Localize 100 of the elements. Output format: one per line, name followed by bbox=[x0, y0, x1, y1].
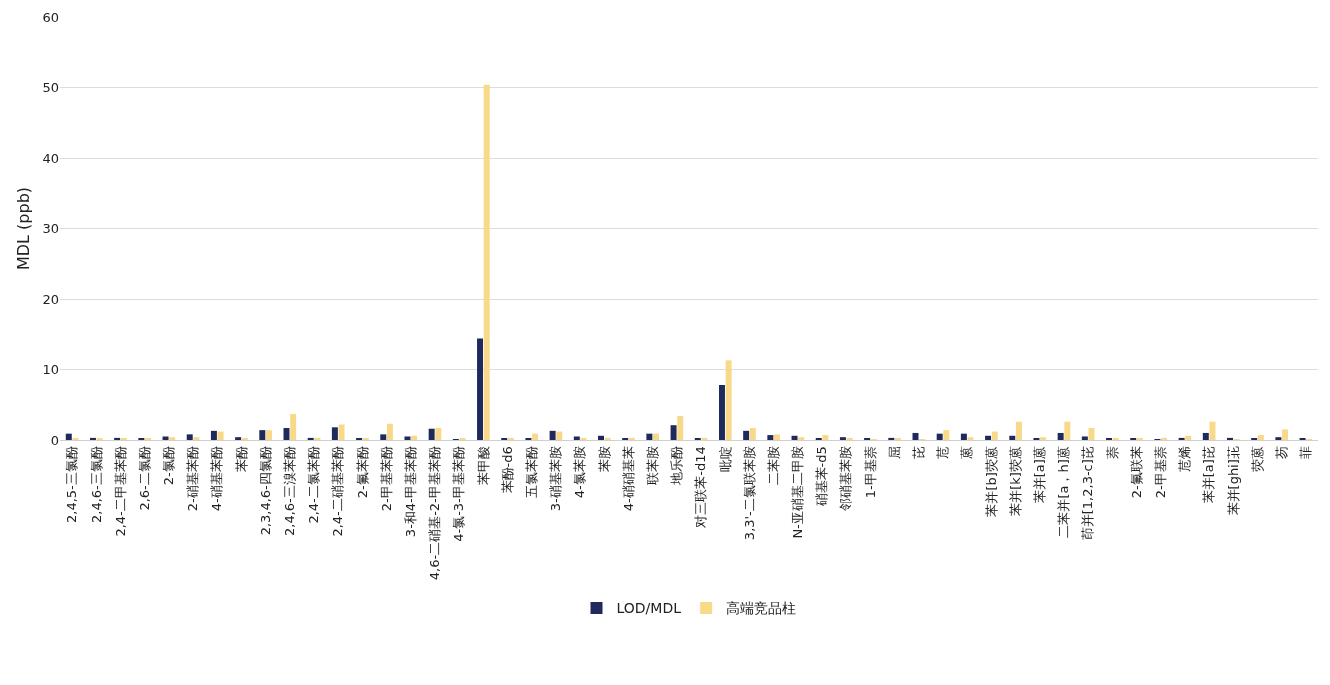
x-tick-label: 4-硝基苯酚 bbox=[209, 446, 225, 512]
x-tick-label: 2,6-二氯酚 bbox=[136, 446, 152, 511]
x-tick-label: 2-硝基苯酚 bbox=[185, 446, 201, 512]
bar bbox=[1178, 437, 1185, 440]
bar bbox=[386, 423, 393, 440]
bar bbox=[411, 435, 418, 440]
x-tick-label: 4-氯苯胺 bbox=[572, 446, 588, 499]
bar bbox=[1112, 437, 1119, 440]
bar bbox=[677, 416, 684, 440]
x-tick-label: 蒽 bbox=[959, 446, 975, 460]
bar bbox=[670, 425, 677, 440]
x-tick-label: 苯并[a]蒽 bbox=[1032, 446, 1048, 504]
x-tick-label: 2,3,4,6-四氯酚 bbox=[257, 446, 273, 536]
bar bbox=[1081, 436, 1088, 440]
x-tick-label: 联苯胺 bbox=[644, 446, 660, 486]
bar bbox=[888, 437, 895, 440]
x-tick-label: 对三联苯-d14 bbox=[693, 446, 709, 528]
x-tick-label: 吡啶 bbox=[717, 446, 733, 473]
bar bbox=[1257, 435, 1264, 440]
bar bbox=[991, 431, 998, 440]
x-tick-label: 4,6-二硝基-2-甲基苯酚 bbox=[427, 446, 443, 581]
y-tick-label: 10 bbox=[42, 362, 59, 378]
bar bbox=[380, 434, 387, 440]
bar bbox=[967, 437, 974, 440]
bar bbox=[774, 434, 780, 440]
bar bbox=[573, 436, 580, 440]
x-tick-label: 2-氟联苯 bbox=[1128, 446, 1144, 499]
bar bbox=[767, 435, 774, 440]
x-tick-label: 2,4-二硝基苯酚 bbox=[330, 446, 346, 537]
bar bbox=[628, 437, 635, 440]
bar bbox=[725, 360, 732, 440]
x-tick-label: 邻硝基苯胺 bbox=[838, 446, 854, 512]
x-tick-label: 屈 bbox=[886, 446, 902, 460]
bar bbox=[846, 437, 853, 440]
bar bbox=[217, 431, 224, 440]
bar bbox=[331, 427, 338, 440]
x-tick-label: 2-氯酚 bbox=[161, 446, 177, 486]
x-tick-label: 3,3'-二氯联苯胺 bbox=[741, 446, 757, 541]
bar bbox=[556, 431, 563, 440]
bar bbox=[749, 428, 756, 440]
bar bbox=[598, 435, 604, 440]
bar bbox=[1282, 429, 1289, 440]
y-tick-label: 20 bbox=[42, 291, 59, 307]
bar bbox=[1202, 432, 1209, 440]
x-tick-label: 硝基苯-d5 bbox=[814, 446, 830, 508]
bar bbox=[210, 430, 217, 440]
bar bbox=[307, 437, 314, 440]
bar bbox=[1227, 437, 1233, 440]
bar bbox=[338, 424, 345, 440]
x-tick-label: 3-和4-甲基苯酚 bbox=[403, 446, 419, 538]
bar bbox=[114, 437, 121, 440]
x-tick-label: 苯并[a]芘 bbox=[1201, 446, 1217, 504]
y-tick-label: 40 bbox=[42, 150, 59, 166]
x-tick-label: 芴 bbox=[1273, 446, 1289, 460]
bar bbox=[791, 435, 798, 440]
x-tick-label: 2,4-二氯苯酚 bbox=[306, 446, 322, 524]
bar bbox=[549, 430, 556, 440]
x-tick-label: 地乐酚 bbox=[669, 446, 685, 487]
bar bbox=[404, 436, 411, 440]
bar bbox=[477, 338, 484, 440]
x-tick-label: 苯酚-d6 bbox=[499, 446, 515, 494]
x-tick-label: 二苯并[a，h]蒽 bbox=[1056, 446, 1072, 538]
bar bbox=[162, 436, 169, 440]
x-tick-label: 苯胺 bbox=[596, 446, 612, 473]
x-tick-label: 2,4,6-三溴苯酚 bbox=[282, 446, 298, 536]
bar bbox=[936, 433, 943, 440]
x-tick-label: 苯酚 bbox=[233, 446, 249, 473]
bar bbox=[798, 437, 805, 440]
bar bbox=[822, 435, 829, 440]
bar bbox=[483, 84, 490, 440]
bar bbox=[314, 437, 321, 440]
x-tick-label: 苯并[b]荧蒽 bbox=[983, 446, 999, 517]
bar bbox=[653, 433, 660, 440]
bar bbox=[435, 428, 442, 440]
x-tick-label: 4-硝硝基苯 bbox=[620, 446, 636, 512]
bar bbox=[65, 433, 72, 440]
x-tick-label: 2-甲基萘 bbox=[1152, 446, 1168, 499]
bar bbox=[580, 437, 587, 440]
x-tick-label: 2,4,6-三氯酚 bbox=[88, 446, 104, 523]
bar bbox=[701, 437, 708, 440]
bar bbox=[186, 434, 193, 440]
x-tick-label: 3-硝基苯胺 bbox=[548, 446, 564, 512]
y-tick-label: 30 bbox=[42, 221, 59, 237]
legend-label: LOD/MDL bbox=[616, 600, 682, 617]
bar bbox=[1209, 421, 1216, 440]
bar bbox=[1015, 421, 1022, 440]
x-tick-label: N-亚硝基二甲胺 bbox=[790, 446, 806, 539]
bar bbox=[532, 433, 539, 440]
bar bbox=[839, 437, 846, 440]
y-tick-label: 0 bbox=[50, 432, 59, 448]
bar bbox=[985, 435, 992, 440]
bar bbox=[259, 430, 266, 440]
bar bbox=[960, 433, 967, 440]
x-tick-label: 苊 bbox=[935, 446, 951, 460]
x-tick-label: 2,4,5-三氯酚 bbox=[64, 446, 80, 523]
x-tick-label: 二苯胺 bbox=[765, 446, 781, 486]
bar bbox=[943, 430, 950, 440]
bar bbox=[1040, 437, 1047, 440]
x-tick-label: 1-甲基萘 bbox=[862, 446, 878, 499]
bar bbox=[1057, 432, 1064, 440]
